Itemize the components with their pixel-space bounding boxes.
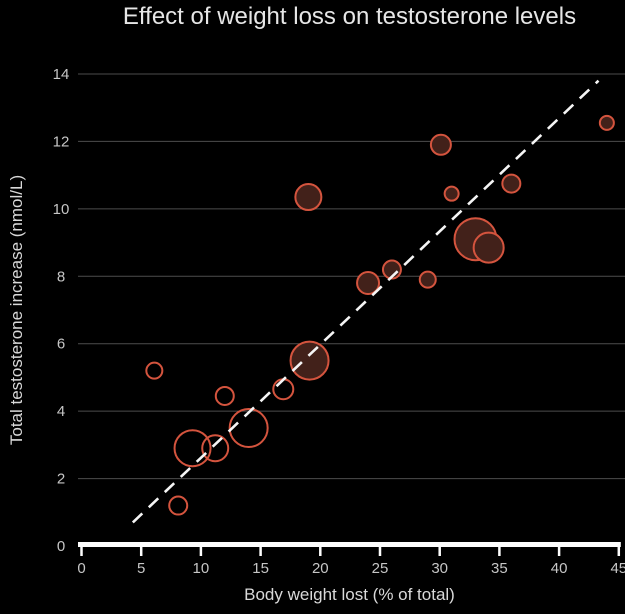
x-tick-label: 5 <box>137 560 145 577</box>
bubble <box>201 434 230 463</box>
x-tick-label: 40 <box>551 560 568 577</box>
x-tick <box>139 547 143 556</box>
bubble <box>214 385 235 406</box>
bubble <box>472 231 505 264</box>
x-tick <box>319 547 322 556</box>
x-tick <box>438 547 441 556</box>
y-tick-label: 10 <box>53 201 70 218</box>
bubble <box>145 361 164 380</box>
bubble <box>228 408 269 448</box>
x-tick <box>617 547 621 556</box>
bubble <box>289 340 330 381</box>
y-tick-label: 8 <box>57 268 65 285</box>
x-tick-label: 30 <box>431 560 448 577</box>
bubble <box>598 114 615 131</box>
bubble <box>168 495 189 516</box>
x-tick <box>557 547 561 556</box>
x-tick <box>199 547 203 556</box>
y-tick-label: 14 <box>53 66 70 83</box>
x-tick <box>80 547 83 556</box>
x-tick <box>378 547 382 556</box>
y-tick-label: 6 <box>57 336 65 353</box>
y-tick-label: 0 <box>57 538 65 555</box>
x-tick <box>498 547 501 556</box>
y-axis-title: Total testosterone increase (nmol/L) <box>0 74 34 546</box>
x-axis-line <box>78 542 621 547</box>
x-axis-title: Body weight lost (% of total) <box>244 585 455 604</box>
x-tick-label: 25 <box>372 560 389 577</box>
x-tick-label: 35 <box>491 560 508 577</box>
bubble <box>501 173 522 194</box>
bubble <box>173 429 212 468</box>
bubble <box>272 378 295 401</box>
bubble <box>443 185 460 202</box>
bubble <box>356 271 381 296</box>
x-tick-label: 10 <box>193 560 210 577</box>
trend-line <box>131 79 600 524</box>
bubble <box>294 183 323 212</box>
x-tick-label: 45 <box>610 560 625 577</box>
bubble <box>418 270 437 289</box>
bubble <box>429 133 452 156</box>
x-tick-label: 15 <box>252 560 269 577</box>
chart-title: Effect of weight loss on testosterone le… <box>122 3 577 30</box>
x-tick-label: 20 <box>312 560 329 577</box>
x-tick <box>259 547 262 556</box>
x-tick-label: 0 <box>77 560 85 577</box>
y-tick-label: 2 <box>57 471 65 488</box>
y-axis-title-text: Total testosterone increase (nmol/L) <box>7 174 26 446</box>
y-tick-label: 12 <box>53 133 70 150</box>
y-tick-label: 4 <box>57 403 65 420</box>
